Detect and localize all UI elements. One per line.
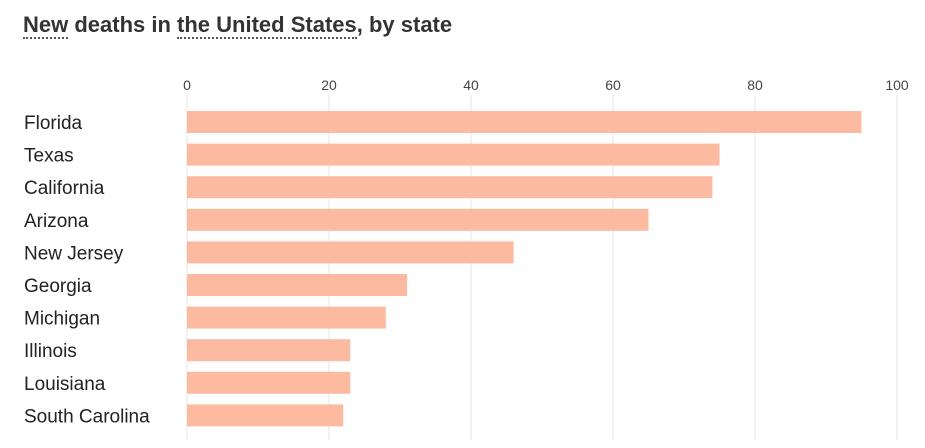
x-tick-label: 40 (463, 77, 479, 93)
category-label: South Carolina (24, 406, 150, 427)
category-label: California (24, 178, 105, 199)
bar (187, 176, 713, 199)
bar (187, 208, 649, 231)
category-label: New Jersey (24, 243, 124, 264)
bar (187, 306, 386, 329)
bar (187, 111, 862, 133)
metric-dropdown[interactable]: New (23, 12, 69, 39)
bar (187, 274, 408, 296)
title-text: deaths in (68, 12, 178, 37)
category-label: Louisiana (24, 374, 106, 395)
category-label: Georgia (24, 276, 92, 297)
region-dropdown[interactable]: the United States (177, 12, 357, 39)
category-label: Illinois (24, 341, 77, 362)
category-label: Arizona (24, 211, 89, 232)
bar (187, 143, 720, 166)
bar (187, 339, 351, 362)
category-label: Michigan (24, 309, 100, 330)
title-suffix: , by state (356, 12, 453, 37)
x-tick-label: 60 (605, 77, 621, 93)
x-tick-label: 0 (183, 77, 191, 93)
bar (187, 404, 344, 427)
x-tick-label: 20 (321, 77, 337, 93)
x-tick-label: 100 (885, 77, 909, 93)
category-label: Florida (24, 113, 83, 134)
chart-title: New deaths in the United States, by stat… (23, 12, 453, 39)
x-tick-label: 80 (747, 77, 763, 93)
category-label: Texas (24, 146, 74, 167)
bar (187, 371, 351, 394)
bar (187, 241, 514, 264)
